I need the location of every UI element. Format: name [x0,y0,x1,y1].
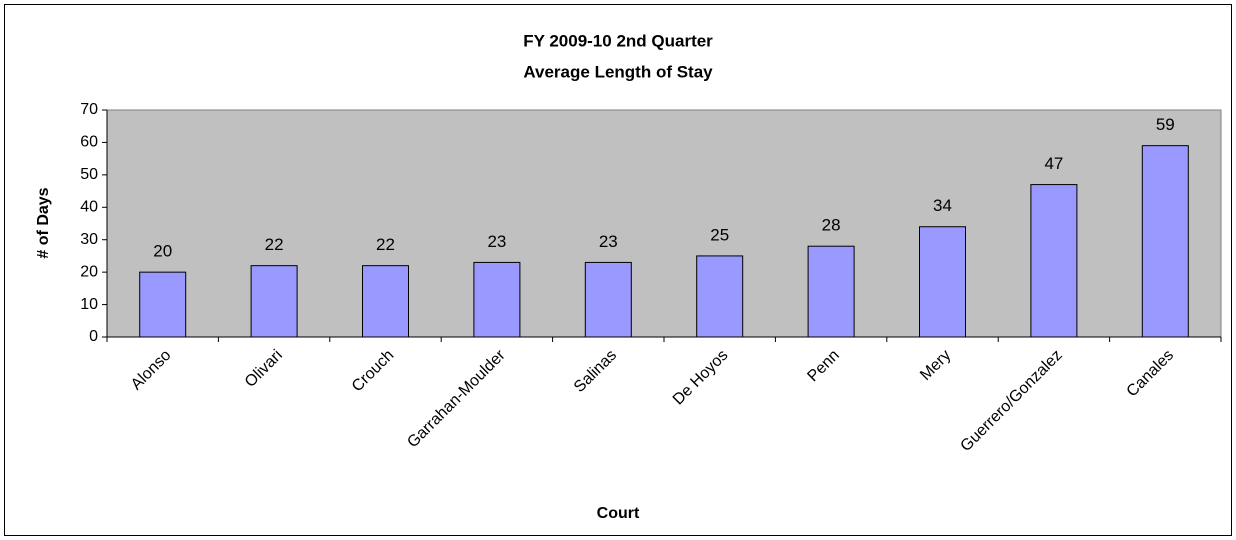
bar [919,226,966,338]
y-tick-label: 30 [80,231,98,248]
bar [1030,184,1078,338]
bar [362,265,409,338]
y-tick-label: 40 [80,199,98,216]
data-label: 23 [487,232,506,251]
y-tick-label: 10 [80,296,98,313]
y-tick-label: 60 [80,134,98,151]
bar [696,255,744,338]
x-axis-title: Court [597,505,640,522]
bar [1141,145,1189,338]
y-tick-label: 50 [80,166,98,183]
bar [139,271,187,338]
data-label: 20 [153,242,172,261]
bar [584,261,632,338]
data-label: 23 [599,232,618,251]
data-label: 28 [822,216,841,235]
data-label: 22 [265,235,284,254]
data-label: 59 [1156,115,1175,134]
data-label: 22 [376,235,395,254]
chart-subtitle: Average Length of Stay [523,62,713,81]
bar [250,265,298,338]
y-tick-label: 70 [80,101,98,118]
y-axis-title: # of Days [35,187,52,258]
data-label: 25 [710,225,729,244]
y-tick-label: 20 [80,263,98,280]
bar [807,245,855,338]
chart-title: FY 2009-10 2nd Quarter [523,31,713,50]
bar [473,261,521,338]
y-tick-label: 0 [89,328,98,345]
data-label: 47 [1044,154,1063,173]
data-label: 34 [933,196,952,215]
